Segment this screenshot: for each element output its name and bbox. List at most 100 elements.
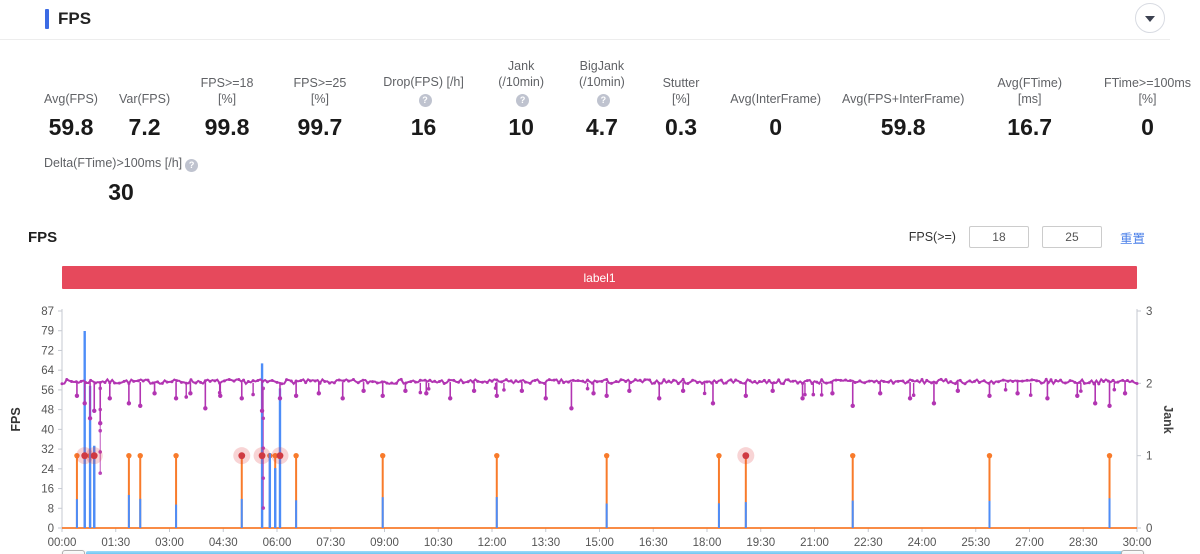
chevron-down-icon <box>1145 16 1155 22</box>
svg-text:22:30: 22:30 <box>854 537 883 547</box>
stat-drop-fps-h: Drop(FPS) [/h]? 16 <box>377 74 470 141</box>
svg-text:15:00: 15:00 <box>585 537 614 547</box>
scrollbar-right-handle[interactable] <box>1121 550 1144 554</box>
stat-delta-ftime-100ms-h: Delta(FTime)>100ms [/h]? 30 <box>44 155 199 206</box>
svg-text:40: 40 <box>41 424 54 436</box>
svg-text:79: 79 <box>41 326 54 338</box>
stat-label: BigJank (/10min)? <box>578 59 625 107</box>
stat-label: Avg(FPS) <box>44 92 98 106</box>
svg-text:01:30: 01:30 <box>101 537 130 547</box>
stat-var-fps: Var(FPS) 7.2 <box>119 91 170 141</box>
collapse-panel-button[interactable] <box>1135 3 1165 33</box>
stat-label: Avg(FPS+InterFrame) <box>841 92 965 106</box>
stat-avg-fps-interframe: Avg(FPS+InterFrame) 59.8 <box>842 91 964 141</box>
stat-value: 0.3 <box>665 114 697 140</box>
scrollbar-left-handle[interactable] <box>62 550 85 554</box>
svg-text:24:00: 24:00 <box>908 537 937 547</box>
fps-threshold-filter: FPS(>=) 重置 <box>909 226 1145 248</box>
help-icon[interactable]: ? <box>418 94 432 107</box>
stat-value: 16.7 <box>1007 114 1053 140</box>
svg-text:27:00: 27:00 <box>1015 537 1044 547</box>
stat-label: FTime>=100ms [%] <box>1103 76 1192 106</box>
chart-section-title: FPS <box>28 228 58 246</box>
stat-jank-10min: Jank (/10min)? 10 <box>491 58 551 141</box>
svg-text:Jank: Jank <box>1161 405 1175 434</box>
svg-text:06:00: 06:00 <box>263 537 292 547</box>
svg-text:09:00: 09:00 <box>370 537 399 547</box>
stat-value: 16 <box>410 114 437 140</box>
svg-text:12:00: 12:00 <box>478 537 507 547</box>
stat-label: FPS>=18 [%] <box>200 76 254 106</box>
svg-text:00:00: 00:00 <box>48 537 77 547</box>
stat-fps-25: FPS>=25 [%] 99.7 <box>284 75 356 141</box>
stat-avg-interframe: Avg(InterFrame) 0 <box>730 91 821 141</box>
svg-text:56: 56 <box>41 385 54 397</box>
svg-text:16: 16 <box>41 484 54 496</box>
stat-value: 99.7 <box>297 114 343 140</box>
stats-row: Avg(FPS) 59.8 Var(FPS) 7.2 FPS>=18 [%] 99.8 FP… <box>0 40 1200 141</box>
chart-section-header: FPS FPS(>=) 重置 <box>0 222 1200 252</box>
stat-label: Avg(FTime) [ms] <box>997 76 1062 106</box>
svg-text:87: 87 <box>41 306 54 318</box>
stat-value: 4.7 <box>585 114 618 140</box>
stat-bigjank-10min: BigJank (/10min)? 4.7 <box>572 58 632 141</box>
svg-text:30:00: 30:00 <box>1123 537 1152 547</box>
help-icon[interactable]: ? <box>185 159 199 172</box>
help-icon[interactable]: ? <box>596 94 610 107</box>
stat-label: Jank (/10min)? <box>498 59 545 107</box>
stat-ftime-100ms: FTime>=100ms [%] 0 <box>1095 75 1200 141</box>
svg-text:25:30: 25:30 <box>961 537 990 547</box>
fps-threshold-input-1[interactable] <box>968 226 1029 248</box>
stat-label: Drop(FPS) [/h]? <box>383 75 464 107</box>
stat-label: FPS>=25 [%] <box>293 76 347 106</box>
help-icon[interactable]: ? <box>516 94 530 107</box>
stat-avg-ftime-ms: Avg(FTime) [ms] 16.7 <box>985 75 1074 141</box>
stat-value: 0 <box>1141 114 1154 140</box>
svg-text:8: 8 <box>48 503 54 515</box>
svg-text:28:30: 28:30 <box>1069 537 1098 547</box>
stat-label: Var(FPS) <box>118 92 171 106</box>
stat-value: 99.8 <box>204 114 250 140</box>
svg-text:07:30: 07:30 <box>316 537 345 547</box>
stat-value: 59.8 <box>880 114 926 140</box>
stat-avg-fps: Avg(FPS) 59.8 <box>44 91 98 141</box>
stat-fps-18: FPS>=18 [%] 99.8 <box>191 75 263 141</box>
chart-scrollbar[interactable] <box>62 550 1144 554</box>
svg-text:0: 0 <box>48 523 54 535</box>
svg-text:03:00: 03:00 <box>155 537 184 547</box>
svg-text:19:30: 19:30 <box>746 537 775 547</box>
stat-value: 7.2 <box>128 114 161 140</box>
svg-text:32: 32 <box>41 444 54 456</box>
stat-value: 59.8 <box>48 114 94 140</box>
chart-label-text: label1 <box>583 270 616 285</box>
stat-value: 10 <box>508 114 534 140</box>
svg-text:3: 3 <box>1146 306 1152 318</box>
stat-value: 0 <box>769 114 782 140</box>
accent-bar <box>45 9 49 29</box>
stats-row-2: Delta(FTime)>100ms [/h]? 30 <box>0 141 1200 206</box>
svg-text:64: 64 <box>41 365 54 377</box>
svg-text:13:30: 13:30 <box>531 537 560 547</box>
svg-text:FPS: FPS <box>9 407 23 431</box>
fps-threshold-input-2[interactable] <box>1041 226 1102 248</box>
svg-text:2: 2 <box>1146 378 1152 390</box>
chart-label-banner: label1 <box>62 266 1137 289</box>
svg-text:0: 0 <box>1146 523 1152 535</box>
stat-label: Stutter [%] <box>662 76 700 106</box>
stat-stutter: Stutter [%] 0.3 <box>653 75 709 141</box>
panel-header: FPS <box>0 0 1170 40</box>
svg-text:1: 1 <box>1146 451 1152 463</box>
reset-link[interactable]: 重置 <box>1119 231 1145 246</box>
stat-label: Avg(InterFrame) <box>730 92 821 106</box>
scrollbar-range-bar[interactable] <box>86 551 1124 554</box>
fps-threshold-label: FPS(>=) <box>908 230 956 244</box>
svg-text:72: 72 <box>41 345 54 357</box>
svg-text:16:30: 16:30 <box>639 537 668 547</box>
panel-title: FPS <box>58 9 92 28</box>
svg-text:18:00: 18:00 <box>693 537 722 547</box>
svg-text:48: 48 <box>41 405 54 417</box>
svg-text:10:30: 10:30 <box>424 537 453 547</box>
stat-value: 30 <box>108 179 134 205</box>
